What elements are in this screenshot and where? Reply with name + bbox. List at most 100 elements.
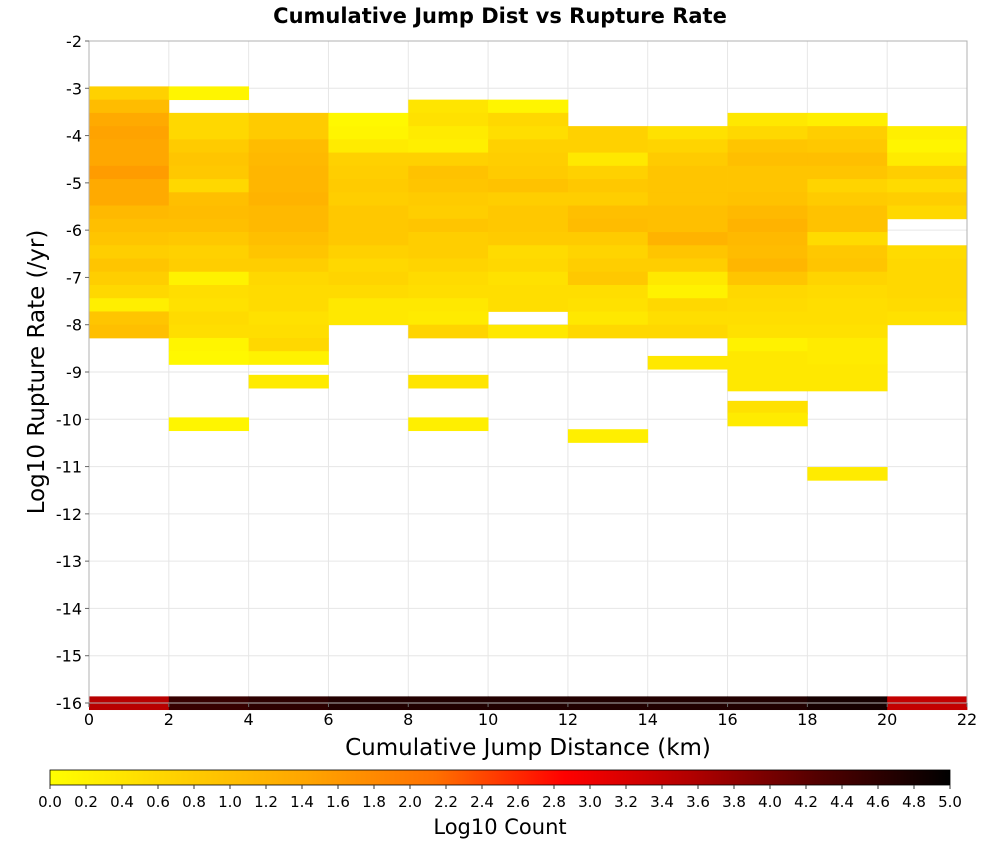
colorbar-ticks: 0.0 0.2 0.4 0.6 0.8 1.0 1.2 1.4 1.6 1.8 2.0 2.2 2.4 2… [38,785,962,811]
colorbar-tick-label: 0.6 [146,793,170,811]
colorbar-tick-label: 1.2 [254,793,278,811]
colorbar-tick-label: 1.6 [326,793,350,811]
heatmap-cell [89,245,170,259]
heatmap-cell [408,165,489,180]
heatmap-cell [727,179,808,193]
heatmap-cell [727,400,808,415]
heatmap-cell [328,284,409,299]
heatmap-cell [647,218,728,233]
colorbar-tick-label: 3.4 [650,793,674,811]
heatmap-cell [408,245,489,259]
heatmap-cell [647,284,728,299]
heatmap-cell [89,284,170,299]
heatmap-cell [727,351,808,365]
heatmap-cell [727,298,808,312]
heatmap-cell [248,192,329,206]
heatmap-cell [408,179,489,193]
heatmap-cell [168,271,250,286]
heatmap-cell [567,245,649,259]
heatmap-cell [488,205,569,220]
heatmap-cell [168,232,250,246]
heatmap-cell [89,205,170,220]
heatmap-cell [488,271,569,286]
heatmap-cell [647,205,728,220]
heatmap-cell [488,139,569,153]
heatmap-cell [248,351,329,365]
heatmap-cell [887,165,968,180]
heatmap-cell [328,179,409,193]
heatmap-cell [408,271,489,286]
heatmap-cell [89,271,170,286]
heatmap-cell [807,192,888,206]
heatmap-cell [488,112,569,127]
heatmap-cell [168,179,250,193]
heatmap-cell [567,311,649,326]
heatmap-cell [168,284,250,299]
y-tick-label: -15 [56,647,82,666]
heatmap-cell [488,284,569,299]
colorbar-gradient [49,769,951,786]
heatmap-cell [488,258,569,273]
heatmap-cell [488,99,569,114]
y-tick-label: -8 [66,316,82,335]
heatmap-cell [248,139,329,153]
heatmap-cell [328,205,409,220]
x-tick-label: 16 [717,710,737,729]
heatmap-cell [168,86,250,101]
heatmap-cell [807,324,888,339]
heatmap-cell [727,192,808,206]
heatmap-cell [248,324,329,339]
heatmap-cell [887,192,968,206]
colorbar-tick-label: 2.0 [398,793,422,811]
heatmap-cell [168,192,250,206]
heatmap-cell [567,165,649,180]
heatmap-cell [567,271,649,286]
heatmap-cell [488,245,569,259]
colorbar-tick-label: 4.8 [902,793,926,811]
heatmap-cell [248,271,329,286]
heatmap-cell [248,232,329,246]
y-tick-label: -6 [66,221,82,240]
heatmap-cell [647,355,728,370]
heatmap-cell [328,112,409,127]
heatmap-cell [168,139,250,153]
heatmap-cell [168,112,250,127]
heatmap-cell [727,337,808,352]
heatmap-cell [567,284,649,299]
heatmap-cell [168,218,250,233]
heatmap-cell [647,126,728,140]
heatmap-cell [727,126,808,140]
heatmap-cell [807,112,888,127]
heatmap-cell [408,139,489,153]
x-tick-label: 0 [84,710,94,729]
heatmap-cell [727,165,808,180]
heatmap-cell [727,311,808,326]
heatmap-cell [328,218,409,233]
heatmap-cell [887,126,968,140]
heatmap-cell [647,179,728,193]
heatmap-cell [807,271,888,286]
y-tick-label: -5 [66,174,82,193]
heatmap-cell [727,112,808,127]
heatmap-cell [168,245,250,259]
heatmap-cell [887,139,968,153]
heatmap-cell [408,374,489,389]
x-tick-label: 20 [877,710,897,729]
heatmap-cell [807,467,888,481]
heatmap-cell [807,284,888,299]
heatmap-cell [89,86,170,101]
heatmap-cell [727,152,808,167]
heatmap-cell [807,139,888,153]
heatmap-cell [807,218,888,233]
x-tick-label: 4 [244,710,254,729]
y-tick-label: -14 [56,599,82,618]
heatmap-cell [408,311,489,326]
heatmap-cell [727,412,808,427]
x-tick-label: 18 [797,710,817,729]
heatmap-cell [89,165,170,180]
heatmap-cell [567,152,649,167]
y-axis-ticks: -2 -3 -4 -5 -6 -7 -8 -9 -10 -11 -12 -13 -14 -15 -16 [56,32,89,713]
colorbar-tick-label: 4.6 [866,793,890,811]
heatmap-cell [408,232,489,246]
colorbar-tick-label: 1.0 [218,793,242,811]
